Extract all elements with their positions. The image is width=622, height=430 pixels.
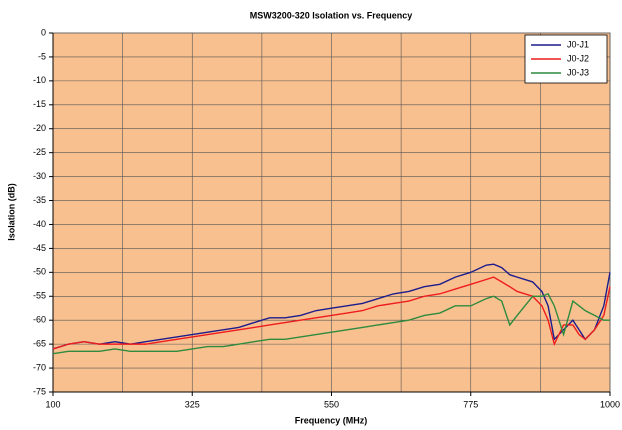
y-axis-title: Isolation (dB) [6,183,16,241]
y-tick-label: -55 [33,291,46,301]
legend-label: J0-J3 [567,67,589,77]
y-tick-label: -70 [33,362,46,372]
y-tick-label: -60 [33,315,46,325]
y-tick-label: -50 [33,267,46,277]
legend-label: J0-J2 [567,53,589,63]
x-tick-label: 1000 [600,399,620,409]
x-tick-label: 775 [463,399,478,409]
x-axis-title: Frequency (MHz) [295,415,368,425]
series-line [52,263,611,350]
series-line [52,292,610,355]
y-tick-label: -10 [33,75,46,85]
legend-label: J0-J1 [567,39,589,49]
x-tick-label: 100 [45,399,60,409]
y-tick-label: -35 [33,195,46,205]
y-tick-label: -25 [33,147,46,157]
y-tick-label: -5 [38,51,46,61]
series-line [52,276,611,350]
chart-title: MSW3200-320 Isolation vs. Frequency [250,10,413,20]
y-tick-label: -20 [33,123,46,133]
x-tick-label: 550 [324,399,339,409]
y-tick-label: -65 [33,339,46,349]
y-tick-label: -15 [33,99,46,109]
y-tick-label: 0 [41,27,46,37]
y-tick-label: -45 [33,243,46,253]
y-tick-label: -30 [33,171,46,181]
y-tick-label: -40 [33,219,46,229]
y-tick-label: -75 [33,386,46,396]
x-tick-label: 325 [185,399,200,409]
